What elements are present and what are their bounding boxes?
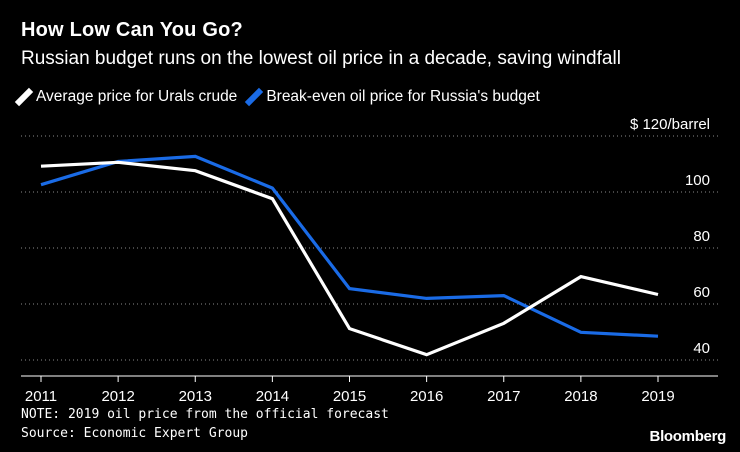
x-tick-label: 2017 <box>487 388 520 405</box>
legend-item-breakeven: Break-even oil price for Russia's budget <box>245 87 540 107</box>
y-tick-label: 40 <box>693 340 710 357</box>
x-tick-label: 2014 <box>256 388 289 405</box>
y-tick-label: $ 120/barrel <box>630 116 710 133</box>
source-text: Source: Economic Expert Group <box>21 426 248 441</box>
chart-title: How Low Can You Go? <box>21 19 243 41</box>
legend-label-breakeven: Break-even oil price for Russia's budget <box>266 88 540 105</box>
legend-item-urals: Average price for Urals crude <box>14 87 238 107</box>
x-tick-label: 2019 <box>641 388 674 405</box>
y-tick-label: 80 <box>693 228 710 245</box>
series-line-urals <box>40 160 659 357</box>
footnote: NOTE: 2019 oil price from the official f… <box>21 405 389 443</box>
y-tick-label: 60 <box>693 284 710 301</box>
x-tick-label: 2012 <box>101 388 134 405</box>
series-line-breakeven <box>40 154 659 338</box>
legend: Average price for Urals crude Break-even… <box>14 87 554 107</box>
y-tick-label: 100 <box>685 172 710 189</box>
x-tick-label: 2013 <box>179 388 212 405</box>
note-text: NOTE: 2019 oil price from the official f… <box>21 407 389 422</box>
x-tick-label: 2018 <box>564 388 597 405</box>
x-tick-label: 2016 <box>410 388 443 405</box>
legend-label-urals: Average price for Urals crude <box>36 88 238 105</box>
chart-subtitle: Russian budget runs on the lowest oil pr… <box>21 48 621 69</box>
x-tick-label: 2011 <box>25 388 57 405</box>
bloomberg-logo: Bloomberg <box>649 428 727 445</box>
x-tick-label: 2015 <box>333 388 366 405</box>
